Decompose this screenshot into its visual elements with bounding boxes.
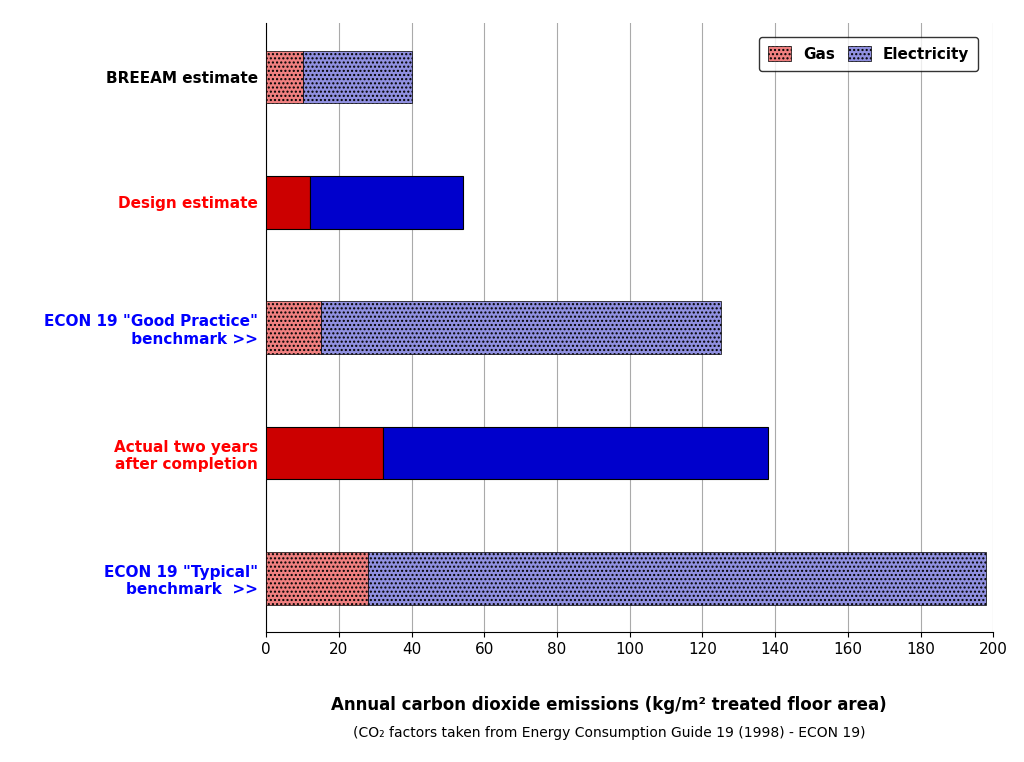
Bar bbox=[266, 176, 310, 229]
Legend: Gas, Electricity: Gas, Electricity bbox=[759, 37, 978, 71]
Bar bbox=[310, 176, 463, 229]
Text: (CO₂ factors taken from Energy Consumption Guide 19 (1998) - ECON 19): (CO₂ factors taken from Energy Consumpti… bbox=[353, 726, 865, 740]
Bar bbox=[266, 552, 368, 605]
Bar bbox=[266, 50, 303, 103]
Bar bbox=[368, 552, 986, 605]
Bar bbox=[303, 50, 412, 103]
Bar bbox=[266, 301, 321, 354]
Bar bbox=[321, 301, 721, 354]
Text: Annual carbon dioxide emissions (kg/m² treated floor area): Annual carbon dioxide emissions (kg/m² t… bbox=[332, 696, 887, 714]
Bar bbox=[383, 427, 768, 479]
Bar bbox=[266, 427, 383, 479]
